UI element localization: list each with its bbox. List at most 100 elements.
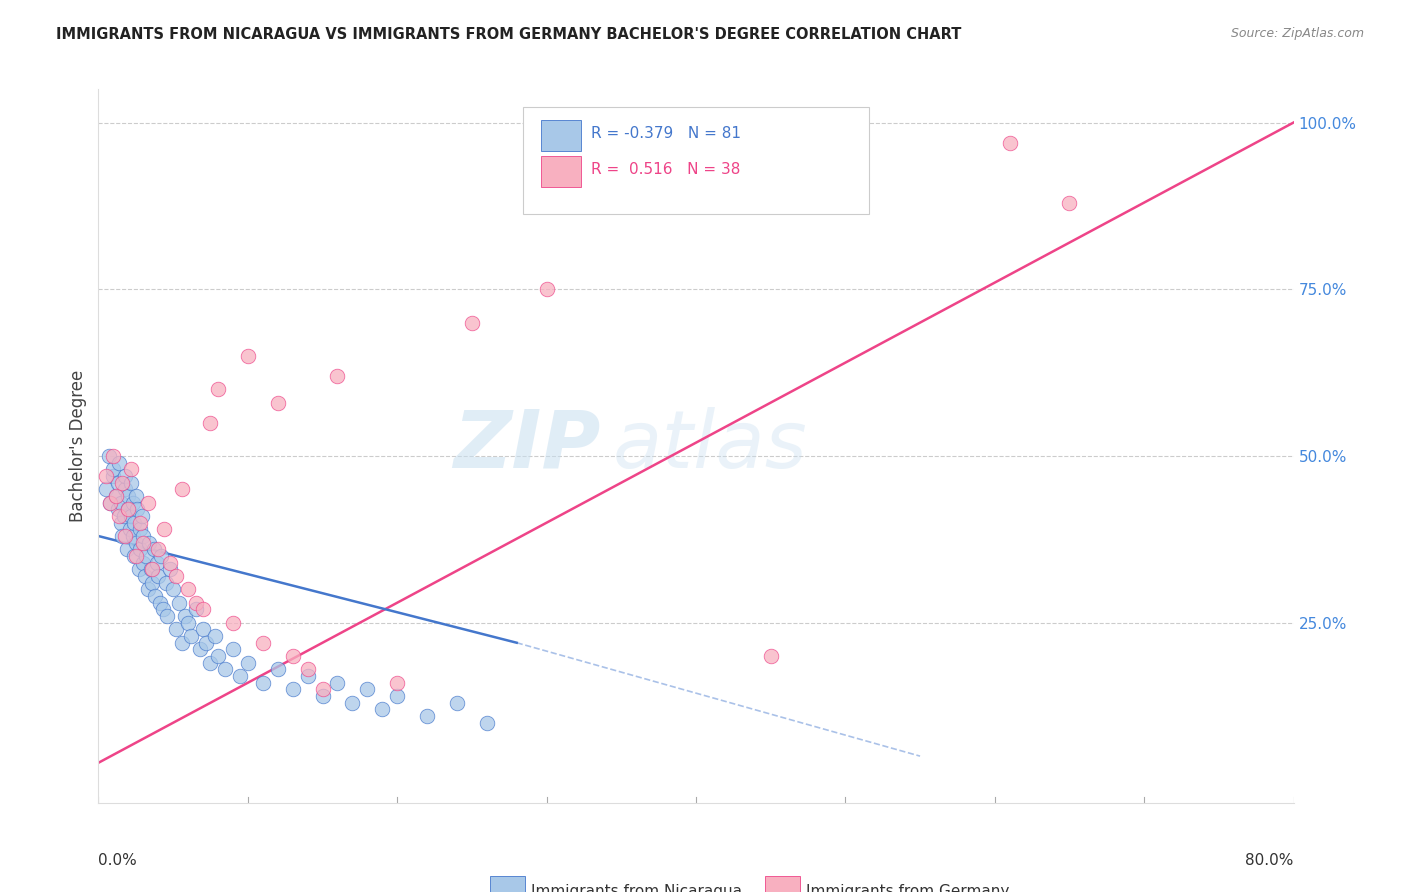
- Point: [267, 662, 290, 676]
- Point: [117, 489, 139, 503]
- Text: Immigrants from Nicaragua: Immigrants from Nicaragua: [531, 884, 742, 892]
- Point: [132, 556, 155, 570]
- Point: [172, 483, 194, 497]
- Point: [148, 542, 170, 557]
- FancyBboxPatch shape: [491, 876, 524, 892]
- Point: [177, 582, 200, 597]
- Point: [105, 489, 128, 503]
- Point: [110, 496, 132, 510]
- Point: [97, 449, 120, 463]
- Point: [200, 656, 222, 670]
- Point: [150, 549, 173, 563]
- Point: [184, 596, 207, 610]
- Point: [356, 682, 378, 697]
- Text: R =  0.516   N = 38: R = 0.516 N = 38: [591, 161, 740, 177]
- Point: [128, 562, 150, 576]
- Point: [191, 623, 214, 637]
- Point: [191, 602, 214, 616]
- Point: [129, 522, 152, 536]
- Text: Source: ZipAtlas.com: Source: ZipAtlas.com: [1230, 27, 1364, 40]
- Text: ZIP: ZIP: [453, 407, 600, 485]
- Text: atlas: atlas: [613, 407, 807, 485]
- Point: [114, 529, 136, 543]
- Point: [159, 562, 181, 576]
- Point: [214, 662, 236, 676]
- Point: [141, 562, 163, 576]
- Point: [129, 542, 152, 557]
- Point: [180, 629, 202, 643]
- Point: [236, 656, 259, 670]
- Point: [311, 682, 333, 697]
- Point: [117, 502, 139, 516]
- Point: [153, 522, 176, 536]
- Point: [112, 509, 135, 524]
- Point: [107, 475, 129, 490]
- Point: [103, 462, 125, 476]
- Point: [136, 496, 159, 510]
- Point: [121, 529, 143, 543]
- FancyBboxPatch shape: [540, 155, 581, 187]
- FancyBboxPatch shape: [765, 876, 800, 892]
- Point: [136, 582, 159, 597]
- Point: [207, 649, 229, 664]
- Point: [125, 549, 148, 563]
- Point: [143, 589, 166, 603]
- Point: [297, 669, 319, 683]
- Point: [111, 475, 134, 490]
- Point: [222, 615, 245, 630]
- Point: [222, 642, 245, 657]
- Point: [207, 382, 229, 396]
- Point: [162, 582, 184, 597]
- Point: [135, 549, 157, 563]
- Point: [155, 575, 177, 590]
- Point: [100, 496, 122, 510]
- Text: 0.0%: 0.0%: [98, 853, 138, 868]
- Point: [114, 483, 136, 497]
- Point: [342, 696, 364, 710]
- Point: [759, 649, 782, 664]
- Point: [152, 602, 174, 616]
- Point: [188, 642, 211, 657]
- Point: [100, 496, 122, 510]
- Point: [105, 489, 128, 503]
- Point: [1059, 195, 1081, 210]
- Point: [121, 496, 143, 510]
- Point: [536, 282, 558, 296]
- Text: R = -0.379   N = 81: R = -0.379 N = 81: [591, 126, 741, 141]
- Point: [124, 516, 146, 530]
- Point: [311, 689, 333, 703]
- Point: [149, 596, 172, 610]
- Point: [475, 715, 498, 730]
- Point: [165, 623, 187, 637]
- Text: IMMIGRANTS FROM NICARAGUA VS IMMIGRANTS FROM GERMANY BACHELOR'S DEGREE CORRELATI: IMMIGRANTS FROM NICARAGUA VS IMMIGRANTS …: [56, 27, 962, 42]
- Point: [110, 516, 132, 530]
- Point: [177, 615, 200, 630]
- Point: [281, 649, 304, 664]
- Point: [132, 535, 155, 549]
- Point: [385, 675, 409, 690]
- Point: [139, 562, 162, 576]
- Point: [252, 675, 274, 690]
- Point: [172, 636, 194, 650]
- Point: [124, 549, 146, 563]
- Point: [385, 689, 409, 703]
- Point: [297, 662, 319, 676]
- Point: [127, 502, 149, 516]
- Point: [118, 522, 141, 536]
- Point: [132, 529, 155, 543]
- Point: [138, 535, 160, 549]
- Point: [174, 609, 197, 624]
- Point: [204, 629, 226, 643]
- Point: [94, 483, 117, 497]
- Point: [252, 636, 274, 650]
- Point: [267, 395, 290, 409]
- Point: [114, 469, 136, 483]
- Point: [167, 596, 190, 610]
- Point: [129, 516, 152, 530]
- Point: [229, 669, 252, 683]
- Point: [111, 529, 134, 543]
- Point: [134, 569, 156, 583]
- Point: [108, 456, 131, 470]
- Point: [108, 509, 131, 524]
- Point: [195, 636, 218, 650]
